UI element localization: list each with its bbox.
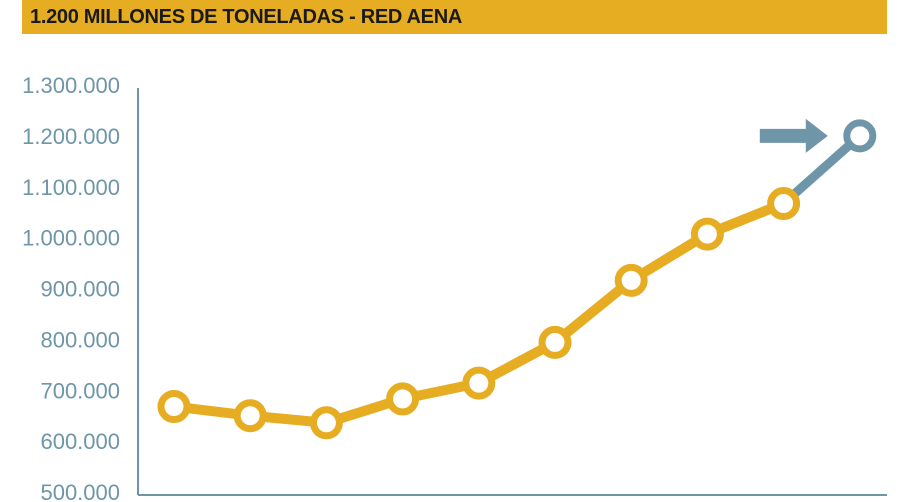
chart-title-bar: 1.200 MILLONES DE TONELADAS - RED AENA xyxy=(22,0,887,34)
y-tick-label: 700.000 xyxy=(40,378,120,403)
y-tick-label: 500.000 xyxy=(40,480,120,502)
arrow-icon xyxy=(759,118,828,153)
data-point xyxy=(538,325,572,359)
y-tick-label: 1.200.000 xyxy=(22,124,120,149)
data-point xyxy=(690,217,724,251)
y-axis-ticks: 500.000 600.000 700.000 800.000 900.000 1.000… xyxy=(22,73,120,502)
y-tick-label: 1.000.000 xyxy=(22,226,120,251)
data-point xyxy=(462,366,496,400)
y-tick-label: 800.000 xyxy=(40,327,120,352)
y-tick-label: 900.000 xyxy=(40,277,120,302)
y-tick-label: 1.300.000 xyxy=(22,73,120,98)
data-point xyxy=(767,187,801,221)
chart-series xyxy=(169,131,865,428)
data-point-highlight xyxy=(843,119,877,153)
chart-annotations xyxy=(759,118,828,153)
data-point xyxy=(309,406,343,440)
series-line-projection xyxy=(779,131,865,209)
chart-markers xyxy=(157,119,877,440)
chart-title: 1.200 MILLONES DE TONELADAS - RED AENA xyxy=(30,5,462,28)
y-tick-label: 1.100.000 xyxy=(22,175,120,200)
y-tick-label: 600.000 xyxy=(40,429,120,454)
data-point xyxy=(386,382,420,416)
data-point xyxy=(233,399,267,433)
data-point xyxy=(614,263,648,297)
data-point xyxy=(157,390,191,424)
chart-axes xyxy=(137,88,887,496)
